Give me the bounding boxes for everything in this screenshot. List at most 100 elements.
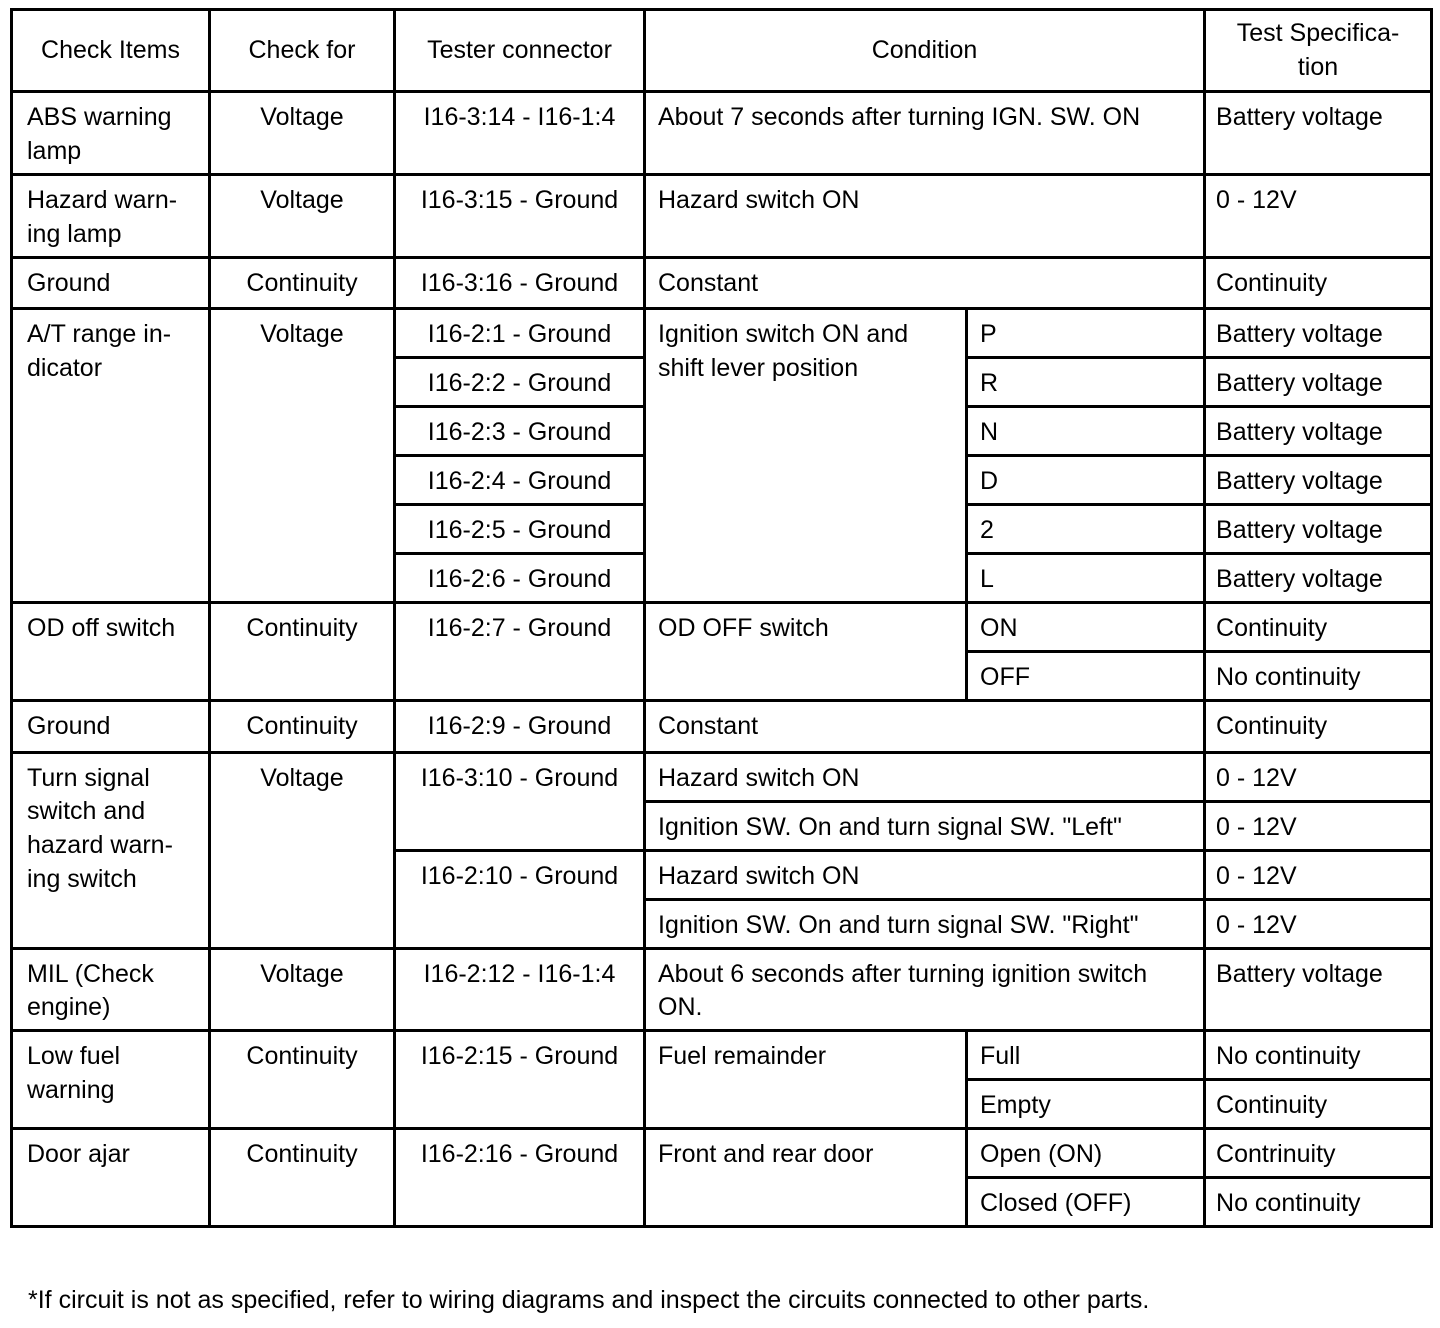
door-ajar-item-cell: Door ajar [10,1127,211,1228]
turn-signal-spec-cell-2: 0 - 12V [1203,799,1434,852]
ground1-spec-cell: Continuity [1203,256,1434,310]
table-row: A/T range in- dicator Voltage I16-2:1 - … [10,307,1434,604]
table-row: I16-2:5 - Ground 2 Battery voltage [12,503,1434,555]
od-off-spec-off-cell: No continuity [1203,649,1434,702]
turn-signal-condition-cell-1: Hazard switch ON [642,750,1207,803]
hazard-lamp-item-cell: Hazard warn- ing lamp [10,173,211,259]
table-row: MIL (Check engine) Voltage I16-2:12 - I1… [10,946,1434,1032]
ground2-spec-cell: Continuity [1203,698,1434,754]
table-row: Door ajar Continuity I16-2:16 - Ground F… [10,1127,1434,1228]
footnote: *If circuit is not as specified, refer t… [28,1286,1150,1314]
at-range-spec-cell-2: Battery voltage [1203,356,1434,408]
table-row: I16-2:3 - Ground N Battery voltage [12,405,1434,457]
at-range-spec-cell-4: Battery voltage [1203,454,1434,506]
table-row: Turn signal switch and hazard warn- ing … [10,750,1434,950]
ground2-condition-cell: Constant [642,698,1207,754]
door-ajar-spec-open-cell: Contrinuity [1203,1127,1434,1179]
ground1-check-for-cell: Continuity [208,256,396,310]
hazard-lamp-check-for-cell: Voltage [208,173,396,259]
table-row: I16-2:4 - Ground D Battery voltage [12,454,1434,506]
door-ajar-state-open-cell: Open (ON) [964,1127,1207,1179]
hazard-lamp-spec-cell: 0 - 12V [1203,173,1434,259]
low-fuel-connector-cell: I16-2:15 - Ground [393,1029,646,1130]
od-off-spec-on-cell: Continuity [1203,601,1434,653]
table-row: Ground Continuity I16-3:16 - Ground Cons… [10,256,1434,310]
od-off-state-on-cell: ON [964,601,1207,653]
low-fuel-spec-empty-cell: Continuity [1203,1078,1434,1130]
at-range-connector-cell-1: I16-2:1 - Ground [393,307,646,359]
od-off-check-for-cell: Continuity [208,601,396,702]
ground1-connector-cell: I16-3:16 - Ground [393,256,646,310]
ground1-item-cell: Ground [10,256,211,310]
turn-signal-condition-cell-3: Hazard switch ON [642,848,1207,901]
at-range-position-n-cell: N [964,405,1207,457]
at-range-spec-cell-1: Battery voltage [1203,307,1434,359]
ground2-connector-cell: I16-2:9 - Ground [393,698,646,754]
table-row: Ignition SW. On and turn signal SW. "Rig… [12,897,1434,950]
table-row: Empty Continuity [12,1078,1434,1130]
od-off-item-cell: OD off switch [10,601,211,702]
table-row: OFF No continuity [12,649,1434,702]
ground2-item-cell: Ground [10,698,211,754]
at-range-condition-cell: Ignition switch ON and shift lever posit… [643,307,968,604]
turn-signal-check-for-cell: Voltage [208,750,396,950]
at-range-position-p-cell: P [964,307,1207,359]
turn-signal-item-cell: Turn signal switch and hazard warn- ing … [10,750,211,950]
table-row: ABS warning lamp Voltage I16-3:14 - I16-… [10,90,1434,176]
mil-condition-cell: About 6 seconds after turning ignition s… [642,946,1207,1032]
turn-signal-condition-cell-2: Ignition SW. On and turn signal SW. "Lef… [642,799,1207,852]
low-fuel-state-empty-cell: Empty [964,1078,1207,1130]
od-off-state-off-cell: OFF [964,649,1207,702]
door-ajar-state-closed-cell: Closed (OFF) [964,1176,1207,1228]
abs-check-for-cell: Voltage [208,90,396,176]
mil-item-cell: MIL (Check engine) [10,946,211,1032]
low-fuel-check-for-cell: Continuity [208,1029,396,1130]
at-range-connector-cell-4: I16-2:4 - Ground [393,454,646,506]
od-off-condition-cell: OD OFF switch [643,601,968,702]
table-row: Low fuel warning Continuity I16-2:15 - G… [10,1029,1434,1130]
col-header-test-specification: Test Specifica- tion [1203,8,1434,93]
table-row: Ignition SW. On and turn signal SW. "Lef… [12,799,1434,852]
turn-signal-spec-cell-1: 0 - 12V [1203,750,1434,803]
at-range-item-cell: A/T range in- dicator [10,307,211,604]
at-range-position-2-cell: 2 [964,503,1207,555]
table-row: I16-2:2 - Ground R Battery voltage [12,356,1434,408]
turn-signal-spec-cell-4: 0 - 12V [1203,897,1434,950]
turn-signal-condition-cell-4: Ignition SW. On and turn signal SW. "Rig… [642,897,1207,950]
at-range-connector-cell-6: I16-2:6 - Ground [393,552,646,604]
abs-item-cell: ABS warning lamp [10,90,211,176]
low-fuel-state-full-cell: Full [964,1029,1207,1081]
at-range-connector-cell-5: I16-2:5 - Ground [393,503,646,555]
low-fuel-spec-full-cell: No continuity [1203,1029,1434,1081]
at-range-position-r-cell: R [964,356,1207,408]
col-header-check-items: Check Items [10,8,211,93]
door-ajar-check-for-cell: Continuity [208,1127,396,1228]
at-range-connector-cell-2: I16-2:2 - Ground [393,356,646,408]
abs-spec-cell: Battery voltage [1203,90,1434,176]
door-ajar-spec-closed-cell: No continuity [1203,1176,1434,1228]
door-ajar-condition-cell: Front and rear door [643,1127,968,1228]
od-off-connector-cell: I16-2:7 - Ground [393,601,646,702]
at-range-spec-cell-3: Battery voltage [1203,405,1434,457]
at-range-spec-cell-5: Battery voltage [1203,503,1434,555]
turn-signal-connector-cell-1: I16-3:10 - Ground [393,750,646,852]
ground1-condition-cell: Constant [642,256,1207,310]
mil-spec-cell: Battery voltage [1203,946,1434,1032]
table-row: I16-2:6 - Ground L Battery voltage [12,552,1434,604]
abs-condition-cell: About 7 seconds after turning IGN. SW. O… [642,90,1207,176]
hazard-lamp-connector-cell: I16-3:15 - Ground [393,173,646,259]
turn-signal-connector-cell-2: I16-2:10 - Ground [393,848,646,950]
table-row: I16-2:10 - Ground Hazard switch ON 0 - 1… [12,848,1434,950]
col-header-tester-connector: Tester connector [393,8,646,93]
at-range-connector-cell-3: I16-2:3 - Ground [393,405,646,457]
table-row: Hazard warn- ing lamp Voltage I16-3:15 -… [10,173,1434,259]
header-row: Check Items Check for Tester connector C… [10,8,1434,93]
col-header-check-for: Check for [208,8,396,93]
col-header-condition: Condition [642,8,1207,93]
at-range-check-for-cell: Voltage [208,307,396,604]
mil-connector-cell: I16-2:12 - I16-1:4 [393,946,646,1032]
hazard-lamp-condition-cell: Hazard switch ON [642,173,1207,259]
low-fuel-condition-cell: Fuel remainder [643,1029,968,1130]
mil-check-for-cell: Voltage [208,946,396,1032]
